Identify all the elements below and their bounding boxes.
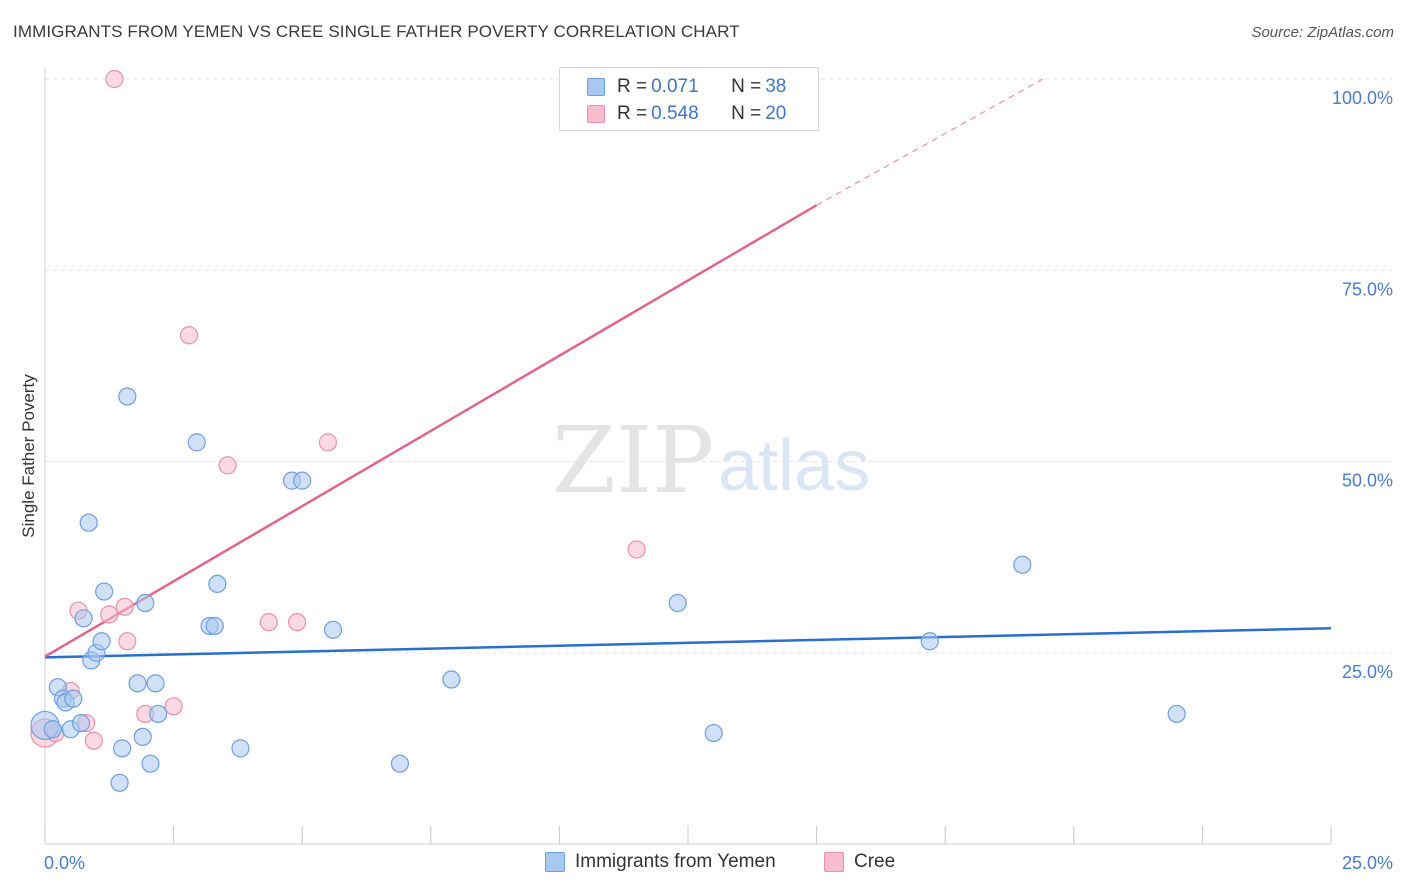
point-yemen xyxy=(95,582,114,601)
point-cree xyxy=(118,632,137,651)
legend-row-cree: R = 0.548 N = 20 xyxy=(560,101,786,127)
trendline-yemen xyxy=(44,627,1332,659)
legend-r-value: 0.548 xyxy=(651,103,699,124)
point-yemen xyxy=(668,593,687,613)
trendline-cree-extension xyxy=(816,78,1044,206)
stats-legend: R = 0.071 N = 38 R = 0.548 N = 20 xyxy=(559,67,819,131)
legend-r-value: 0.071 xyxy=(651,76,699,97)
point-cree xyxy=(218,456,237,475)
label-layer: 25.0% 50.0% 75.0% 100.0% 0.0% 25.0% xyxy=(44,88,1393,873)
bottom-legend-swatch-yemen xyxy=(545,852,565,872)
point-yemen xyxy=(323,620,343,639)
point-yemen xyxy=(133,727,152,747)
watermark-atlas: atlas xyxy=(718,426,870,506)
legend-n-label: N = xyxy=(731,103,762,124)
y-tick-label: 75.0% xyxy=(1342,279,1393,299)
point-cree xyxy=(287,613,307,632)
bottom-legend-label-yemen: Immigrants from Yemen xyxy=(575,851,776,872)
point-yemen xyxy=(128,674,147,693)
point-yemen xyxy=(118,387,137,406)
bottom-legend-swatch-cree xyxy=(824,852,844,872)
point-yemen xyxy=(205,616,224,636)
point-yemen xyxy=(136,593,155,613)
x-tick-label-min: 0.0% xyxy=(44,853,85,873)
source-credit: Source: ZipAtlas.com xyxy=(1251,24,1394,41)
point-yemen xyxy=(208,574,227,594)
legend-r-label: R = xyxy=(617,103,648,124)
point-cree xyxy=(100,605,119,624)
point-yemen xyxy=(231,739,250,758)
point-yemen xyxy=(1013,555,1032,574)
y-axis-label: Single Father Poverty xyxy=(19,374,38,538)
legend-n-label: N = xyxy=(731,76,762,97)
bottom-legend-yemen: Immigrants from Yemen xyxy=(545,851,776,873)
point-cree xyxy=(627,540,646,559)
watermark-zip: ZIP xyxy=(552,407,714,514)
legend-r-label: R = xyxy=(617,76,648,97)
x-tick-label-max: 25.0% xyxy=(1342,853,1393,873)
point-yemen xyxy=(141,754,160,773)
bottom-legend-label-cree: Cree xyxy=(854,851,896,872)
point-cree xyxy=(259,613,278,632)
chart-title: IMMIGRANTS FROM YEMEN VS CREE SINGLE FAT… xyxy=(13,22,740,41)
point-cree xyxy=(105,69,124,89)
point-yemen xyxy=(146,674,165,693)
point-yemen xyxy=(113,739,132,758)
point-yemen xyxy=(149,704,168,724)
points-layer xyxy=(30,69,1186,792)
point-cree xyxy=(164,697,183,716)
legend-n-value: 38 xyxy=(765,76,787,97)
legend-swatch-cree xyxy=(587,105,605,123)
point-cree xyxy=(115,597,134,616)
legend-swatch-yemen xyxy=(587,78,605,96)
point-yemen xyxy=(293,471,312,490)
grid-layer xyxy=(45,78,1392,654)
point-yemen xyxy=(110,773,129,792)
point-yemen xyxy=(187,433,206,452)
legend-row-yemen: R = 0.071 N = 38 xyxy=(560,74,786,100)
point-yemen xyxy=(390,754,410,773)
point-yemen xyxy=(920,632,939,651)
point-yemen xyxy=(79,513,98,532)
point-yemen xyxy=(704,723,723,743)
point-yemen xyxy=(92,632,111,651)
trendline-cree xyxy=(44,204,818,658)
point-yemen xyxy=(74,609,93,628)
y-tick-label: 100.0% xyxy=(1332,88,1393,108)
point-yemen xyxy=(71,714,91,733)
point-yemen xyxy=(442,670,461,689)
point-cree xyxy=(84,731,103,750)
y-tick-label: 50.0% xyxy=(1342,471,1393,491)
point-yemen xyxy=(43,720,62,739)
bottom-legend-cree: Cree xyxy=(824,851,895,873)
point-yemen xyxy=(1167,704,1186,724)
point-yemen xyxy=(64,689,83,708)
legend-n-value: 20 xyxy=(765,103,787,124)
point-cree xyxy=(179,326,199,345)
trend-layer xyxy=(44,78,1332,659)
y-tick-label: 25.0% xyxy=(1342,662,1393,682)
point-cree xyxy=(318,433,338,452)
